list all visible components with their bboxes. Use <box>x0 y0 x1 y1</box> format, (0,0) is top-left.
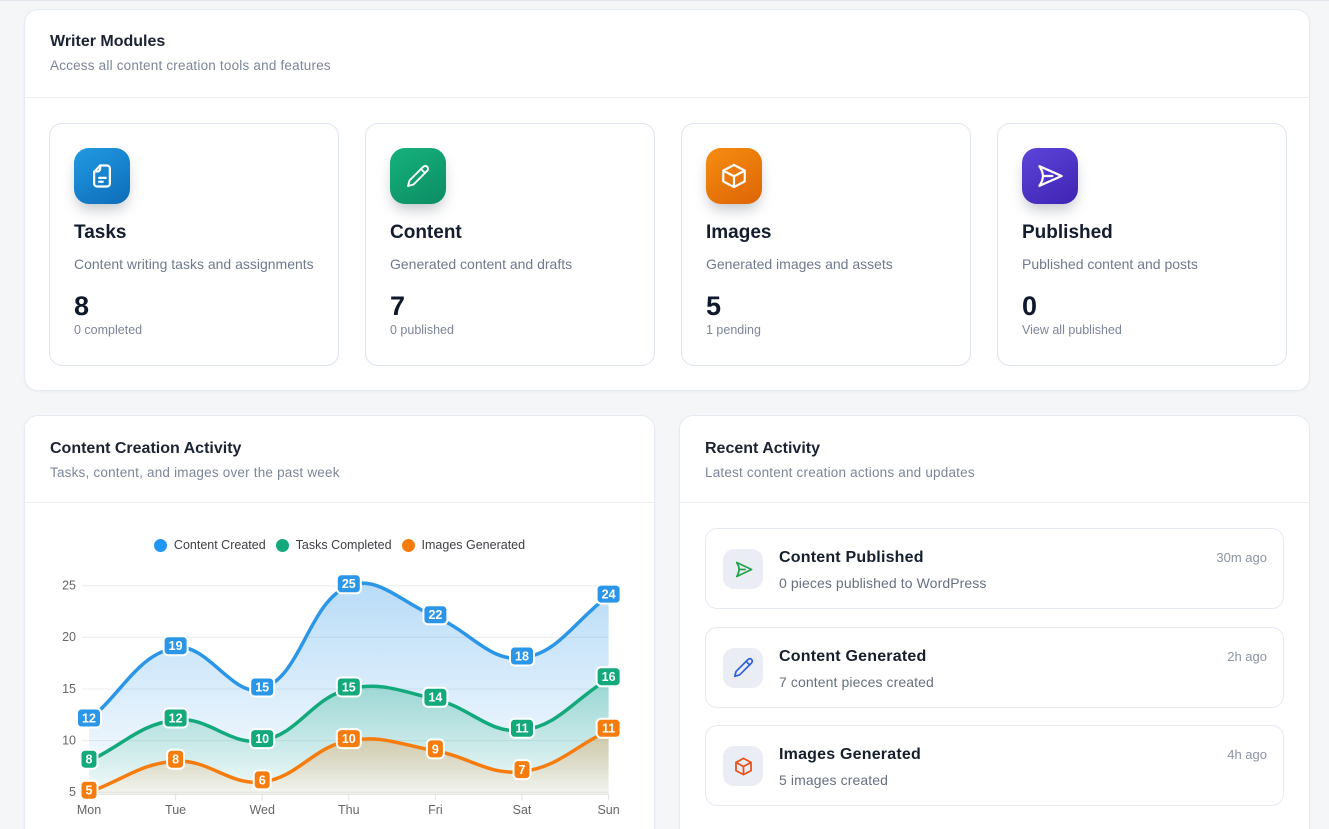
svg-text:Sat: Sat <box>513 803 532 817</box>
svg-text:Wed: Wed <box>249 803 275 817</box>
svg-text:25: 25 <box>62 579 76 593</box>
svg-text:22: 22 <box>428 608 442 622</box>
svg-text:7: 7 <box>519 763 526 777</box>
svg-text:15: 15 <box>342 680 356 694</box>
svg-text:11: 11 <box>515 722 528 736</box>
svg-text:10: 10 <box>342 732 356 746</box>
svg-text:19: 19 <box>169 639 183 653</box>
svg-text:10: 10 <box>255 732 269 746</box>
svg-text:8: 8 <box>86 753 93 767</box>
svg-text:20: 20 <box>62 630 76 644</box>
svg-text:14: 14 <box>428 691 442 705</box>
svg-text:Mon: Mon <box>77 803 101 817</box>
svg-text:24: 24 <box>602 588 616 602</box>
svg-text:9: 9 <box>432 742 439 756</box>
svg-text:5: 5 <box>86 784 93 798</box>
svg-text:Tue: Tue <box>165 803 186 817</box>
svg-text:15: 15 <box>255 680 269 694</box>
svg-text:12: 12 <box>82 711 96 725</box>
svg-text:10: 10 <box>62 733 76 747</box>
svg-text:5: 5 <box>69 785 76 799</box>
svg-text:15: 15 <box>62 682 76 696</box>
svg-text:16: 16 <box>602 670 616 684</box>
svg-text:Fri: Fri <box>428 803 443 817</box>
svg-text:25: 25 <box>342 577 356 591</box>
svg-text:Thu: Thu <box>338 803 360 817</box>
svg-text:18: 18 <box>515 649 529 663</box>
svg-text:8: 8 <box>172 753 179 767</box>
svg-text:11: 11 <box>602 722 615 736</box>
svg-text:12: 12 <box>169 711 183 725</box>
svg-text:Sun: Sun <box>597 803 619 817</box>
svg-text:6: 6 <box>259 773 266 787</box>
